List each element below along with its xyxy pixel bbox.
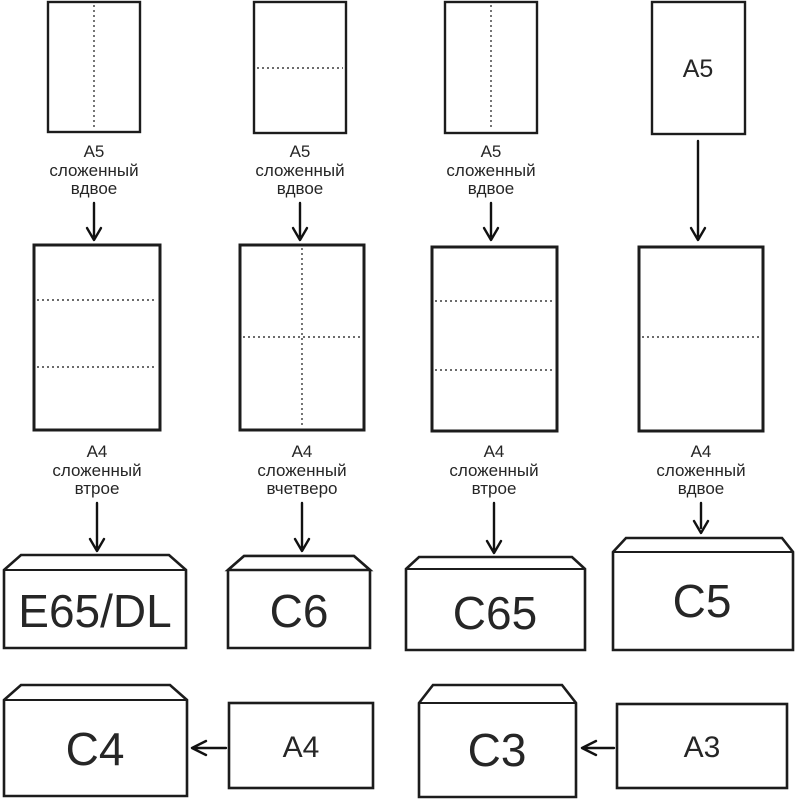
a5-sheet-horizontal-fold (252, 0, 348, 135)
fold-word-label: сложенный (49, 161, 138, 180)
sheet-size-label: A5 (290, 142, 311, 161)
fold-amount-label: вчетверо (266, 479, 337, 498)
a4-sheet-half-fold (637, 245, 765, 433)
a5-column-2: A5 сложенный вдвое (252, 0, 348, 242)
sheet-size-label: A4 (484, 442, 505, 461)
fold-amount-label: вдвое (277, 179, 324, 198)
a4-source-sheet: A4 (190, 701, 375, 790)
fold-word-label: сложенный (257, 461, 346, 480)
envelope-label: C3 (468, 724, 527, 776)
a4-column-3: A4 сложенный втрое (430, 245, 559, 555)
sheet-size-label: A5 (683, 55, 714, 83)
envelope-label: C65 (453, 587, 537, 639)
sheet-size-label: A4 (691, 442, 712, 461)
arrow-down-icon (692, 501, 710, 535)
arrow-down-icon (689, 139, 707, 242)
envelope-c65: C65 (404, 555, 587, 652)
fold-word-label: сложенный (656, 461, 745, 480)
a4-column-2: A4 сложенный вчетверо (238, 243, 366, 553)
envelope-label: E65/DL (18, 585, 171, 637)
arrow-left-icon (190, 739, 228, 757)
arrow-down-icon (482, 201, 500, 242)
a4-sheet-thirds-fold (430, 245, 559, 433)
arrow-left-icon (580, 739, 616, 757)
fold-amount-label: втрое (472, 479, 517, 498)
sheet-size-label: A4 (87, 442, 108, 461)
sheet-size-label: A3 (684, 731, 721, 764)
arrow-down-icon (485, 501, 503, 555)
sheet-size-label: A4 (292, 442, 313, 461)
arrow-down-icon (291, 201, 309, 242)
fold-amount-label: вдвое (678, 479, 725, 498)
a3-source-sheet: A3 (580, 702, 789, 790)
envelope-c4: C4 (2, 683, 189, 798)
fold-amount-label: вдвое (71, 179, 118, 198)
arrow-down-icon (85, 201, 103, 242)
envelope-label: C5 (673, 575, 732, 627)
a3-sheet (615, 702, 789, 790)
fold-word-label: сложенный (446, 161, 535, 180)
envelope-c3: C3 (417, 683, 578, 799)
arrow-down-icon (293, 501, 311, 553)
fold-amount-label: вдвое (468, 179, 515, 198)
a5-column-4: A5 (650, 0, 747, 242)
a4-sheet-thirds-fold (32, 243, 162, 432)
sheet-size-label: A4 (283, 731, 320, 764)
envelope-flap (224, 554, 374, 572)
envelope-label: C4 (66, 723, 125, 775)
sheet-size-label: A5 (481, 142, 502, 161)
a5-column-3: A5 сложенный вдвое (443, 0, 539, 242)
a4-column-1: A4 сложенный втрое (32, 243, 162, 553)
a4-sheet (227, 701, 375, 790)
a4-column-4: A4 сложенный вдвое (637, 245, 765, 535)
a5-sheet-unfolded (650, 0, 747, 136)
arrow-down-icon (88, 501, 106, 553)
a5-column-1: A5 сложенный вдвое (46, 0, 142, 242)
envelope-label: C6 (270, 585, 329, 637)
envelope-e65dl: E65/DL (2, 553, 188, 650)
sheet-size-label: A5 (84, 142, 105, 161)
fold-word-label: сложенный (255, 161, 344, 180)
fold-word-label: сложенный (52, 461, 141, 480)
fold-amount-label: втрое (75, 479, 120, 498)
fold-word-label: сложенный (449, 461, 538, 480)
envelope-c5: C5 (611, 536, 795, 652)
envelope-c6-highlighted: C6 (224, 554, 374, 650)
